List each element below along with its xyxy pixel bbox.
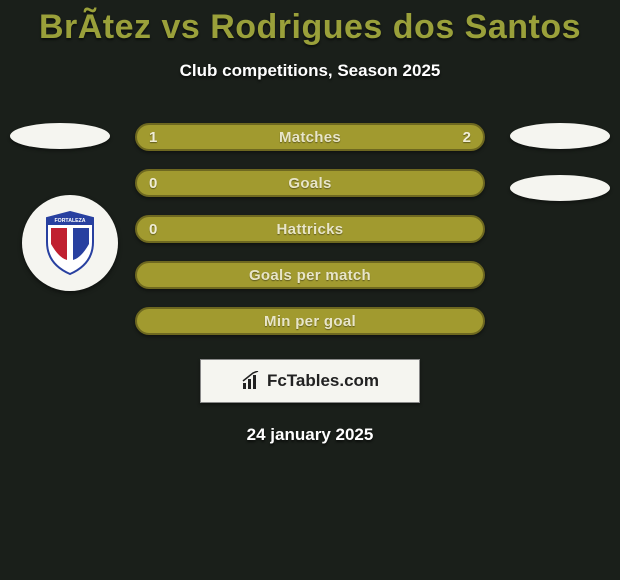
stat-label: Min per goal bbox=[264, 313, 356, 330]
stat-left-value: 1 bbox=[149, 129, 157, 146]
brand-box[interactable]: FcTables.com bbox=[200, 359, 420, 403]
player-photo-placeholder-right-2 bbox=[510, 175, 610, 201]
stat-label: Hattricks bbox=[277, 221, 344, 238]
stat-label: Goals per match bbox=[249, 267, 371, 284]
stat-row-hattricks: 0 Hattricks bbox=[135, 215, 485, 243]
stat-row-matches: 1 Matches 2 bbox=[135, 123, 485, 151]
stat-left-value: 0 bbox=[149, 175, 157, 192]
stat-row-goals: 0 Goals bbox=[135, 169, 485, 197]
stat-rows: 1 Matches 2 0 Goals 0 Hattricks Goals pe… bbox=[135, 123, 485, 335]
subtitle: Club competitions, Season 2025 bbox=[0, 61, 620, 81]
player-photo-placeholder-left bbox=[10, 123, 110, 149]
player-photo-placeholder-right-1 bbox=[510, 123, 610, 149]
stat-row-min-per-goal: Min per goal bbox=[135, 307, 485, 335]
stat-row-goals-per-match: Goals per match bbox=[135, 261, 485, 289]
stat-label: Matches bbox=[279, 129, 341, 146]
bar-chart-icon bbox=[241, 371, 263, 391]
stats-area: FORTALEZA 1 Matches 2 0 Goals 0 Hattr bbox=[0, 123, 620, 445]
fortaleza-badge-icon: FORTALEZA bbox=[43, 210, 97, 276]
svg-text:FORTALEZA: FORTALEZA bbox=[54, 218, 85, 224]
stat-left-value: 0 bbox=[149, 221, 157, 238]
club-badge: FORTALEZA bbox=[22, 195, 118, 291]
stat-right-value: 2 bbox=[463, 129, 471, 146]
page-title: BrÃ­tez vs Rodrigues dos Santos bbox=[0, 8, 620, 47]
date-line: 24 january 2025 bbox=[0, 425, 620, 445]
stat-label: Goals bbox=[288, 175, 331, 192]
comparison-widget: BrÃ­tez vs Rodrigues dos Santos Club com… bbox=[0, 0, 620, 445]
brand-text: FcTables.com bbox=[267, 371, 379, 391]
